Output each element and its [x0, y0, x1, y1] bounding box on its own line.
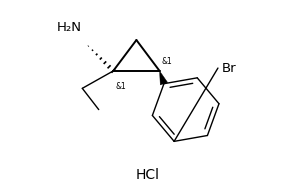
Text: HCl: HCl	[136, 168, 160, 182]
Text: &1: &1	[115, 82, 126, 91]
Text: Br: Br	[221, 62, 236, 74]
Text: &1: &1	[162, 57, 172, 66]
Polygon shape	[160, 71, 168, 85]
Text: H₂N: H₂N	[56, 21, 81, 34]
